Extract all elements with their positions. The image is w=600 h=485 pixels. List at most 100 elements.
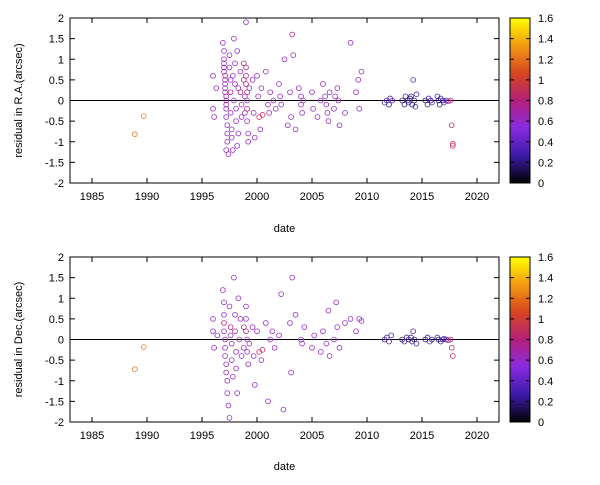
x-tick-label: 2020	[465, 430, 489, 442]
x-tick-label: 2015	[410, 191, 434, 203]
data-point	[243, 316, 249, 322]
data-point	[258, 85, 265, 91]
y-tick-label: -2	[54, 178, 64, 190]
data-point	[252, 134, 258, 141]
data-point	[299, 340, 305, 347]
data-point	[309, 89, 315, 96]
data-point	[235, 130, 242, 137]
data-point	[210, 72, 216, 79]
data-point	[244, 105, 250, 112]
x-tick-label: 1995	[190, 430, 214, 442]
data-point	[221, 68, 227, 75]
data-point	[257, 126, 264, 133]
data-point	[276, 81, 282, 87]
data-point	[298, 336, 304, 343]
data-point	[320, 328, 326, 335]
data-point	[254, 328, 260, 335]
data-point	[224, 138, 231, 145]
data-point	[210, 316, 216, 322]
colorbar-tick-label: 0.2	[538, 157, 553, 169]
data-point	[221, 320, 227, 326]
data-point	[336, 344, 343, 351]
data-point	[252, 382, 258, 388]
data-point	[233, 118, 239, 124]
data-point	[331, 336, 337, 343]
data-point	[410, 77, 417, 83]
data-point	[448, 344, 455, 351]
data-point	[235, 295, 242, 302]
data-point	[210, 105, 216, 112]
data-point	[243, 72, 249, 79]
data-point	[231, 97, 237, 104]
y-tick-label: 1.5	[49, 273, 64, 285]
data-point	[447, 97, 454, 104]
colorbar-tick-label: 1.6	[538, 252, 553, 264]
data-point	[226, 415, 233, 421]
data-point	[331, 105, 337, 112]
data-point	[231, 35, 237, 42]
data-point	[322, 93, 329, 100]
data-point	[410, 328, 417, 335]
data-point	[317, 97, 324, 104]
data-point	[300, 97, 307, 104]
data-point	[314, 114, 321, 120]
data-point	[220, 287, 226, 293]
data-point	[323, 340, 330, 347]
scatter-points	[132, 19, 456, 157]
data-point	[140, 344, 147, 350]
data-point	[355, 77, 362, 83]
data-point	[214, 332, 221, 339]
data-point	[447, 336, 454, 343]
data-point	[243, 328, 249, 335]
data-point	[232, 60, 238, 67]
data-point	[401, 101, 408, 108]
colorbar-tick-label: 0	[538, 417, 544, 429]
data-point	[342, 320, 348, 326]
data-point	[245, 361, 252, 368]
data-point	[347, 39, 354, 46]
data-point	[276, 332, 282, 339]
data-point	[230, 147, 236, 153]
colorbar: 0 0.2 0.4 0.6 0.8 1 1.2 1.4 1.6	[509, 252, 553, 429]
data-point	[353, 89, 359, 96]
data-point	[236, 336, 243, 343]
data-point	[356, 105, 363, 112]
data-point	[448, 122, 455, 129]
data-point	[358, 68, 365, 75]
data-point	[386, 101, 392, 108]
data-point	[449, 143, 456, 149]
data-point	[320, 81, 326, 87]
data-point	[228, 357, 235, 363]
data-point	[266, 110, 272, 116]
data-point	[292, 311, 299, 318]
data-point	[288, 369, 294, 376]
data-point	[255, 93, 261, 100]
data-point	[243, 303, 249, 310]
colorbar-tick-label: 0	[538, 178, 544, 190]
data-point	[295, 85, 302, 91]
data-point	[333, 299, 340, 306]
y-tick-label: 2	[58, 252, 64, 264]
x-tick-label: 2000	[245, 430, 269, 442]
data-point	[326, 89, 333, 96]
colorbar-tick-label: 1.4	[538, 273, 553, 285]
data-point	[267, 336, 274, 343]
panel-ra: 1985 1990 1995 2000 2005 2010 2015 2020-2-1.5-1…	[13, 13, 553, 235]
data-point	[237, 316, 244, 322]
x-tick-label: 1990	[135, 191, 159, 203]
data-point	[231, 274, 237, 281]
data-point	[249, 324, 256, 330]
y-tick-label: 1.5	[49, 34, 64, 46]
x-tick-label: 1985	[80, 191, 104, 203]
x-axis-label: date	[274, 461, 295, 473]
data-point	[223, 97, 230, 104]
data-point	[250, 110, 257, 116]
data-point	[332, 93, 338, 100]
colorbar-tick-label: 0.6	[538, 355, 553, 367]
data-point	[224, 390, 231, 396]
data-point	[281, 56, 288, 63]
data-point	[272, 105, 279, 112]
data-point	[224, 377, 231, 384]
data-point	[234, 143, 241, 149]
y-tick-label: 0	[58, 335, 64, 347]
